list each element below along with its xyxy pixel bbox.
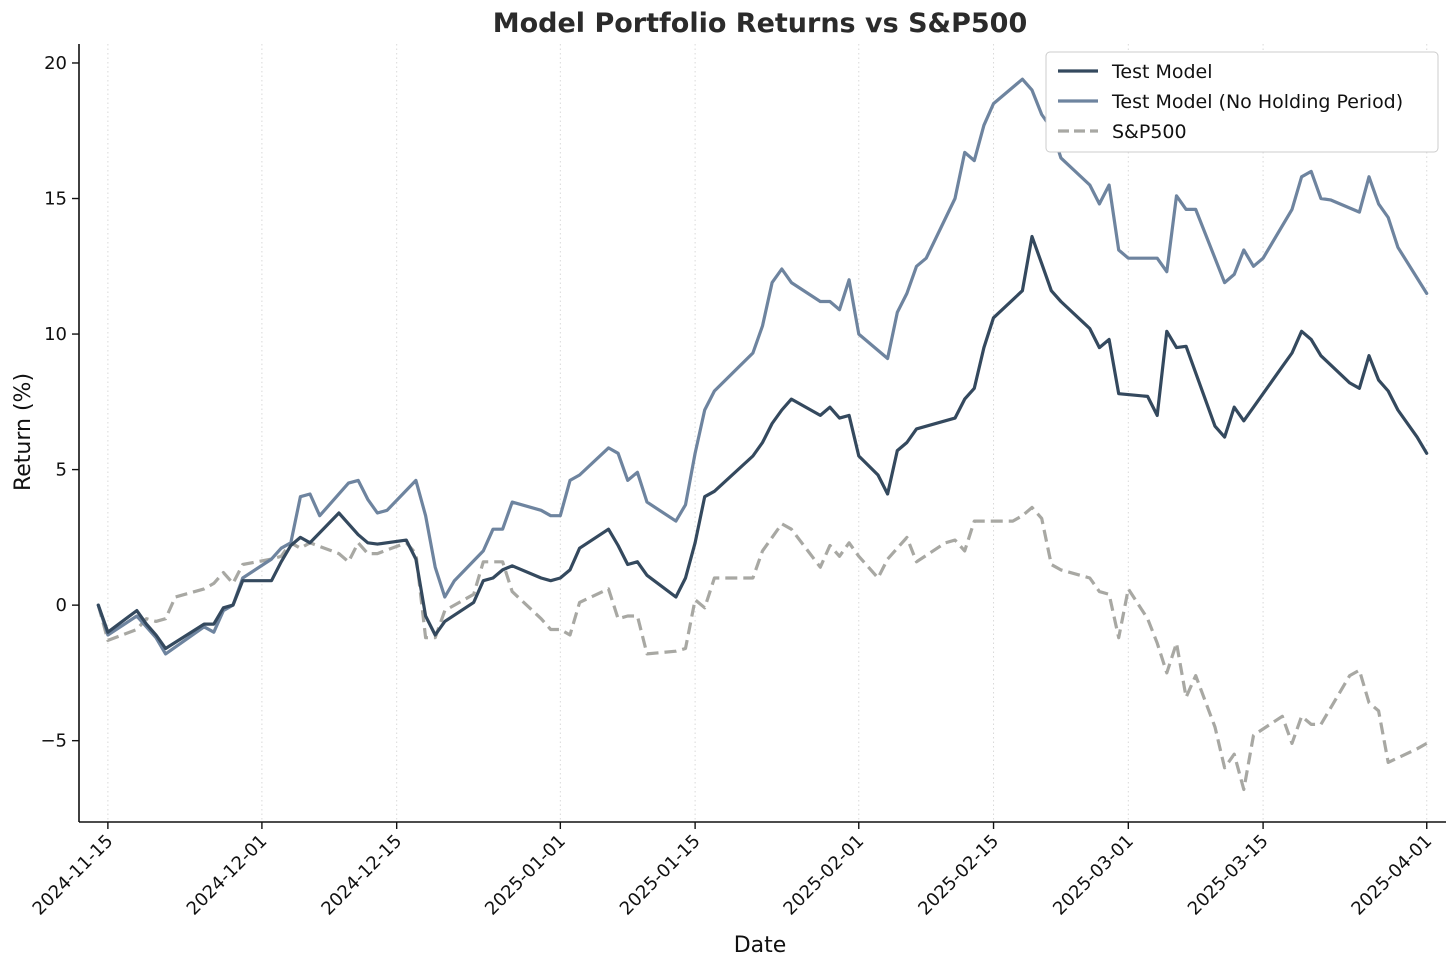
y-tick-label: 15 (44, 189, 67, 210)
y-tick-label: 0 (56, 595, 67, 616)
y-axis-ticks: −5 0 5 10 15 20 (40, 53, 79, 752)
y-tick-label: 10 (44, 324, 67, 345)
legend-label-2: S&P500 (1112, 121, 1187, 143)
chart-title: Model Portfolio Returns vs S&P500 (493, 8, 1027, 39)
axes (78, 44, 1446, 823)
legend-label-0: Test Model (1111, 61, 1213, 83)
x-axis-label: Date (734, 933, 787, 958)
legend: Test Model Test Model (No Holding Period)… (1045, 51, 1439, 153)
plot-series (96, 77, 1429, 792)
grid-lines (107, 44, 1428, 822)
series-line-0 (96, 234, 1429, 651)
y-tick-label: 5 (56, 460, 67, 481)
y-tick-label: 20 (44, 53, 67, 74)
series-line-2 (96, 505, 1428, 792)
legend-box (1045, 51, 1439, 153)
legend-label-1: Test Model (No Holding Period) (1111, 91, 1403, 113)
y-tick-label: −5 (40, 731, 67, 752)
series-line-1 (96, 77, 1429, 656)
y-axis-label: Return (%) (11, 373, 36, 491)
